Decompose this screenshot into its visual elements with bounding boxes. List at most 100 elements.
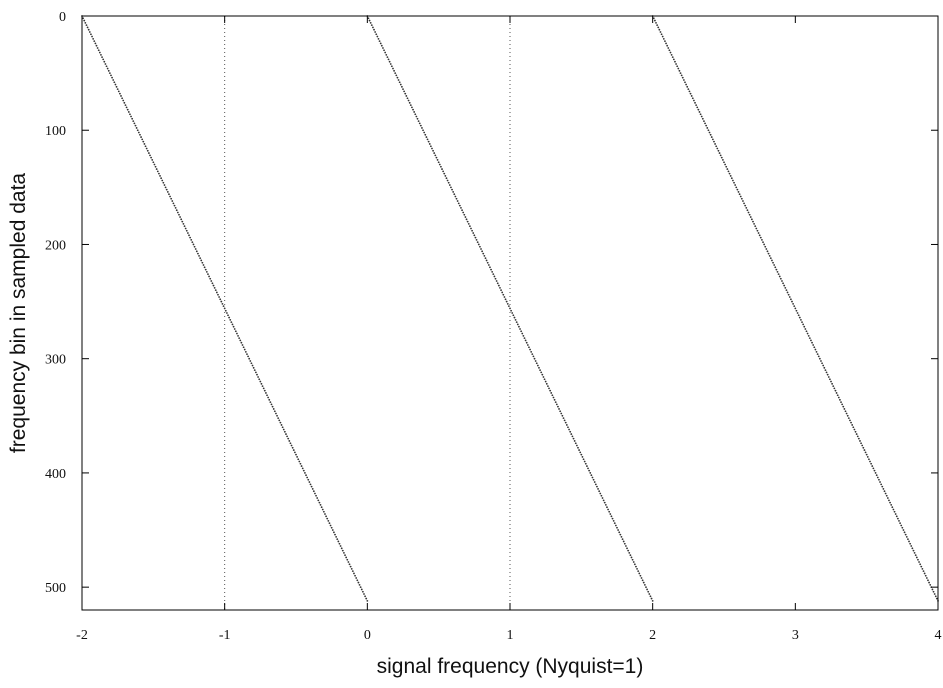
data-point-s1 [466, 220, 469, 223]
data-point-s1 [467, 223, 470, 225]
data-point-s2 [861, 444, 864, 447]
data-point-s1 [370, 24, 373, 27]
data-point-s1 [382, 47, 384, 49]
data-point-s0 [262, 387, 265, 390]
data-point-s2 [832, 385, 835, 388]
data-point-s1 [589, 472, 592, 474]
data-point-s1 [411, 106, 413, 109]
data-point-s0 [354, 574, 356, 577]
data-point-s2 [882, 488, 885, 490]
data-point-s1 [385, 53, 388, 56]
data-point-s0 [183, 225, 186, 228]
data-point-s0 [295, 453, 297, 456]
data-point-s2 [898, 520, 900, 522]
data-point-s2 [742, 200, 744, 202]
data-point-s2 [893, 510, 896, 513]
data-point-s1 [500, 289, 502, 292]
data-point-s1 [532, 355, 535, 358]
data-point-s1 [523, 337, 526, 340]
data-point-s2 [816, 353, 819, 356]
data-point-s1 [474, 236, 477, 239]
data-point-s2 [728, 172, 731, 175]
data-point-s2 [708, 131, 711, 134]
data-point-s2 [657, 26, 660, 29]
data-point-s2 [814, 348, 817, 351]
data-point-s0 [108, 72, 111, 75]
data-point-s1 [372, 26, 374, 29]
data-point-s2 [927, 579, 929, 582]
x-tick-label: 1 [507, 628, 514, 643]
data-point-s1 [593, 481, 596, 483]
data-point-s0 [194, 248, 197, 250]
data-point-s2 [678, 69, 681, 72]
data-point-s1 [617, 529, 620, 531]
data-point-s2 [713, 140, 715, 143]
data-point-s0 [178, 213, 180, 216]
data-point-s1 [545, 382, 548, 385]
data-point-s1 [483, 254, 486, 257]
data-point-s2 [705, 124, 708, 127]
data-point-s1 [506, 302, 509, 305]
data-point-s1 [418, 122, 421, 125]
data-point-s0 [347, 561, 350, 563]
data-point-s1 [603, 501, 606, 504]
data-point-s0 [188, 234, 190, 237]
data-point-s1 [434, 154, 437, 157]
data-point-s0 [355, 577, 358, 579]
data-point-s2 [931, 588, 934, 591]
data-point-s2 [841, 403, 844, 406]
data-point-s2 [850, 421, 852, 424]
data-point-s1 [570, 433, 573, 435]
data-point-s1 [511, 312, 514, 314]
data-point-s0 [348, 563, 351, 566]
data-point-s2 [684, 81, 686, 84]
data-point-s1 [619, 533, 622, 536]
data-point-s1 [534, 360, 537, 362]
data-point-s1 [423, 131, 426, 134]
data-point-s0 [357, 581, 360, 584]
data-point-s0 [215, 291, 218, 294]
y-axis-title: frequency bin in sampled data [7, 173, 30, 453]
data-point-s1 [598, 490, 601, 493]
data-point-s2 [752, 220, 754, 223]
data-point-s0 [248, 357, 251, 360]
data-point-s0 [91, 35, 93, 38]
data-point-s0 [125, 106, 128, 109]
data-point-s2 [886, 497, 889, 499]
x-tick-label: -2 [76, 628, 88, 643]
data-point-s0 [122, 99, 125, 102]
data-point-s2 [744, 204, 747, 207]
data-point-s0 [169, 195, 171, 198]
data-point-s2 [803, 325, 806, 328]
data-point-s1 [628, 551, 631, 554]
data-point-s0 [260, 382, 263, 385]
data-point-s1 [429, 145, 432, 148]
data-point-s2 [655, 21, 657, 24]
data-point-s0 [92, 37, 95, 40]
data-point-s0 [346, 558, 349, 561]
data-point-s2 [778, 275, 781, 278]
data-point-s0 [329, 524, 332, 527]
data-point-s2 [676, 65, 679, 68]
data-point-s2 [806, 332, 809, 335]
data-point-s0 [117, 90, 120, 93]
data-point-s1 [590, 474, 593, 477]
data-point-s0 [141, 138, 144, 141]
data-point-s2 [884, 492, 887, 495]
data-point-s0 [285, 433, 287, 435]
data-point-s0 [247, 355, 249, 358]
data-point-s2 [735, 186, 738, 189]
data-point-s2 [914, 554, 917, 557]
x-tick-label: 3 [792, 628, 799, 643]
data-point-s2 [679, 72, 682, 75]
data-point-s1 [403, 90, 406, 93]
data-point-s0 [111, 76, 113, 79]
data-point-s1 [457, 202, 460, 205]
data-point-s2 [740, 197, 743, 200]
data-point-s0 [144, 145, 147, 148]
data-point-s2 [921, 567, 924, 570]
data-point-s1 [591, 476, 594, 479]
data-point-s1 [560, 412, 563, 415]
data-point-s2 [843, 408, 846, 410]
data-point-s1 [446, 179, 449, 182]
